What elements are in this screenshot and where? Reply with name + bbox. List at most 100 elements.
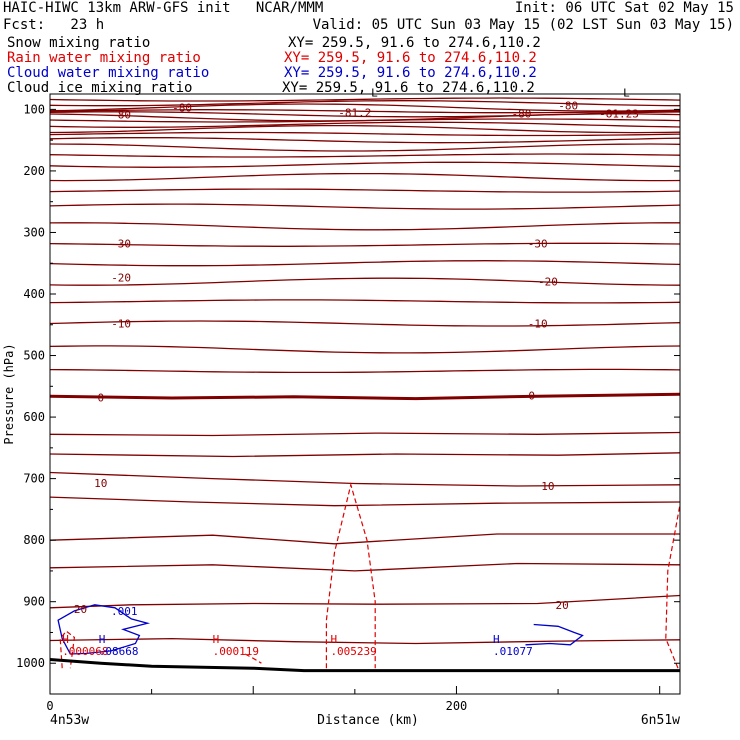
y-tick-label: 800 <box>23 533 45 547</box>
left-endpoint-label: 4n53w <box>50 713 89 728</box>
isotherm-label: -80 <box>111 108 131 121</box>
field-xy-cloud-water: XY= 259.5, 91.6 to 274.6,110.2 <box>284 65 537 81</box>
isotherm-line <box>49 109 681 114</box>
isotherm-line <box>49 121 681 128</box>
cloud-contour <box>525 623 584 646</box>
isotherm-line <box>49 345 681 354</box>
isotherm-label: -10 <box>528 318 548 331</box>
y-tick-label: 500 <box>23 349 45 363</box>
rain-contour <box>244 653 262 664</box>
isotherm-line <box>49 533 680 545</box>
isotherm-line <box>49 562 681 572</box>
extremum-letter: H <box>99 633 106 646</box>
isotherm-label: 20 <box>74 603 87 616</box>
y-tick-label: 400 <box>23 287 45 301</box>
extremum-letter: H <box>62 633 69 646</box>
extremum-value: .000068 <box>62 645 108 658</box>
plot-frame <box>49 93 681 695</box>
isotherm-line <box>49 242 681 247</box>
isotherm-line <box>49 299 681 304</box>
isotherm-line <box>49 143 681 152</box>
right-endpoint-label: 6n51w <box>641 713 680 728</box>
isotherm-label: -80 <box>558 100 578 113</box>
isotherm-line <box>49 277 681 286</box>
isotherm-line <box>49 594 681 609</box>
field-xy-rain: XY= 259.5, 91.6 to 274.6,110.2 <box>284 50 537 66</box>
forecast-hour: Fcst: 23 h <box>3 17 105 33</box>
isotherm-line <box>49 161 681 168</box>
x-axis-label: Distance (km) <box>317 713 419 728</box>
extremum-value: .000119 <box>213 645 259 658</box>
y-axis-label: Pressure (hPa) <box>2 343 16 444</box>
isotherm-line <box>49 637 681 645</box>
extremum-letter: L <box>623 86 630 99</box>
field-name-snow: Snow mixing ratio <box>7 35 151 51</box>
isotherm-label: -80 <box>512 108 532 121</box>
y-tick-label: 300 <box>23 225 45 239</box>
valid-time: Valid: 05 UTC Sun 03 May 15 (02 LST Sun … <box>312 17 734 33</box>
field-name-cloud-ice: Cloud ice mixing ratio <box>7 80 193 96</box>
isotherm-line <box>49 368 681 374</box>
isotherm-line <box>49 452 681 458</box>
extremum-value: .08668 <box>99 645 139 658</box>
isotherm-line <box>49 496 681 507</box>
y-tick-label: 600 <box>23 410 45 424</box>
y-tick-label: 700 <box>23 472 45 486</box>
isotherm-line <box>49 172 681 182</box>
isotherm-line <box>49 97 681 102</box>
y-tick-label: 200 <box>23 164 45 178</box>
chart-title: HAIC-HIWC 13km ARW-GFS init NCAR/MMM <box>3 0 324 16</box>
isotherm-line <box>49 320 681 327</box>
field-name-cloud-water: Cloud water mixing ratio <box>7 65 210 81</box>
isotherm-label: -10 <box>111 318 131 331</box>
extremum-value: .005239 <box>330 645 376 658</box>
init-time: Init: 06 UTC Sat 02 May 15 <box>514 0 734 16</box>
rain-contour <box>665 504 681 669</box>
isotherm-line <box>49 203 681 210</box>
isotherm-line <box>49 188 681 193</box>
isotherm-line <box>49 131 681 137</box>
field-name-rain: Rain water mixing ratio <box>7 50 201 66</box>
x-tick-label: 200 <box>446 699 468 713</box>
y-tick-label: 900 <box>23 595 45 609</box>
isotherm-label: 10 <box>541 480 554 493</box>
isotherm-line <box>49 118 681 123</box>
extremum-letter: H <box>213 633 220 646</box>
terrain-line <box>49 658 680 673</box>
extremum-letter: H <box>330 633 337 646</box>
isotherm-label: -20 <box>111 271 131 284</box>
isotherm-line <box>49 100 681 107</box>
isotherm-line <box>49 103 681 112</box>
isotherm-line <box>49 153 681 158</box>
y-tick-label: 1000 <box>16 656 45 670</box>
isotherm-line <box>49 431 681 437</box>
field-xy-snow: XY= 259.5, 91.6 to 274.6,110.2 <box>288 35 541 51</box>
isotherm-label: -80 <box>172 102 192 115</box>
isotherm-label: -81.23 <box>599 108 639 121</box>
rain-contour <box>325 482 376 669</box>
isotherm-label: 20 <box>556 599 569 612</box>
isotherm-label: 0 <box>528 390 535 403</box>
cloud-contour <box>57 604 151 655</box>
extremum-letter: L <box>371 86 378 99</box>
isotherm-label: -30 <box>111 238 131 251</box>
isotherm-line <box>49 124 681 134</box>
isotherm-line <box>49 392 681 401</box>
isotherm-label: -81.2 <box>338 106 371 119</box>
isotherm-line <box>49 260 681 267</box>
isotherm-label: 10 <box>94 477 107 490</box>
y-tick-label: 100 <box>23 102 45 116</box>
isotherm-line <box>49 471 681 487</box>
field-xy-cloud-ice: XY= 259.5, 91.6 to 274.6,110.2 <box>282 80 535 96</box>
extremum-value: .001 <box>111 605 138 618</box>
x-tick-label: 0 <box>46 699 53 713</box>
rain-contour <box>59 630 76 669</box>
isotherm-label: -30 <box>528 238 548 251</box>
isotherm-label: 0 <box>97 391 104 404</box>
isotherm-line <box>49 222 680 231</box>
extremum-value: .01077 <box>493 645 533 658</box>
extremum-letter: H <box>493 633 500 646</box>
isotherm-label: -20 <box>538 276 558 289</box>
isotherm-line <box>49 137 681 144</box>
